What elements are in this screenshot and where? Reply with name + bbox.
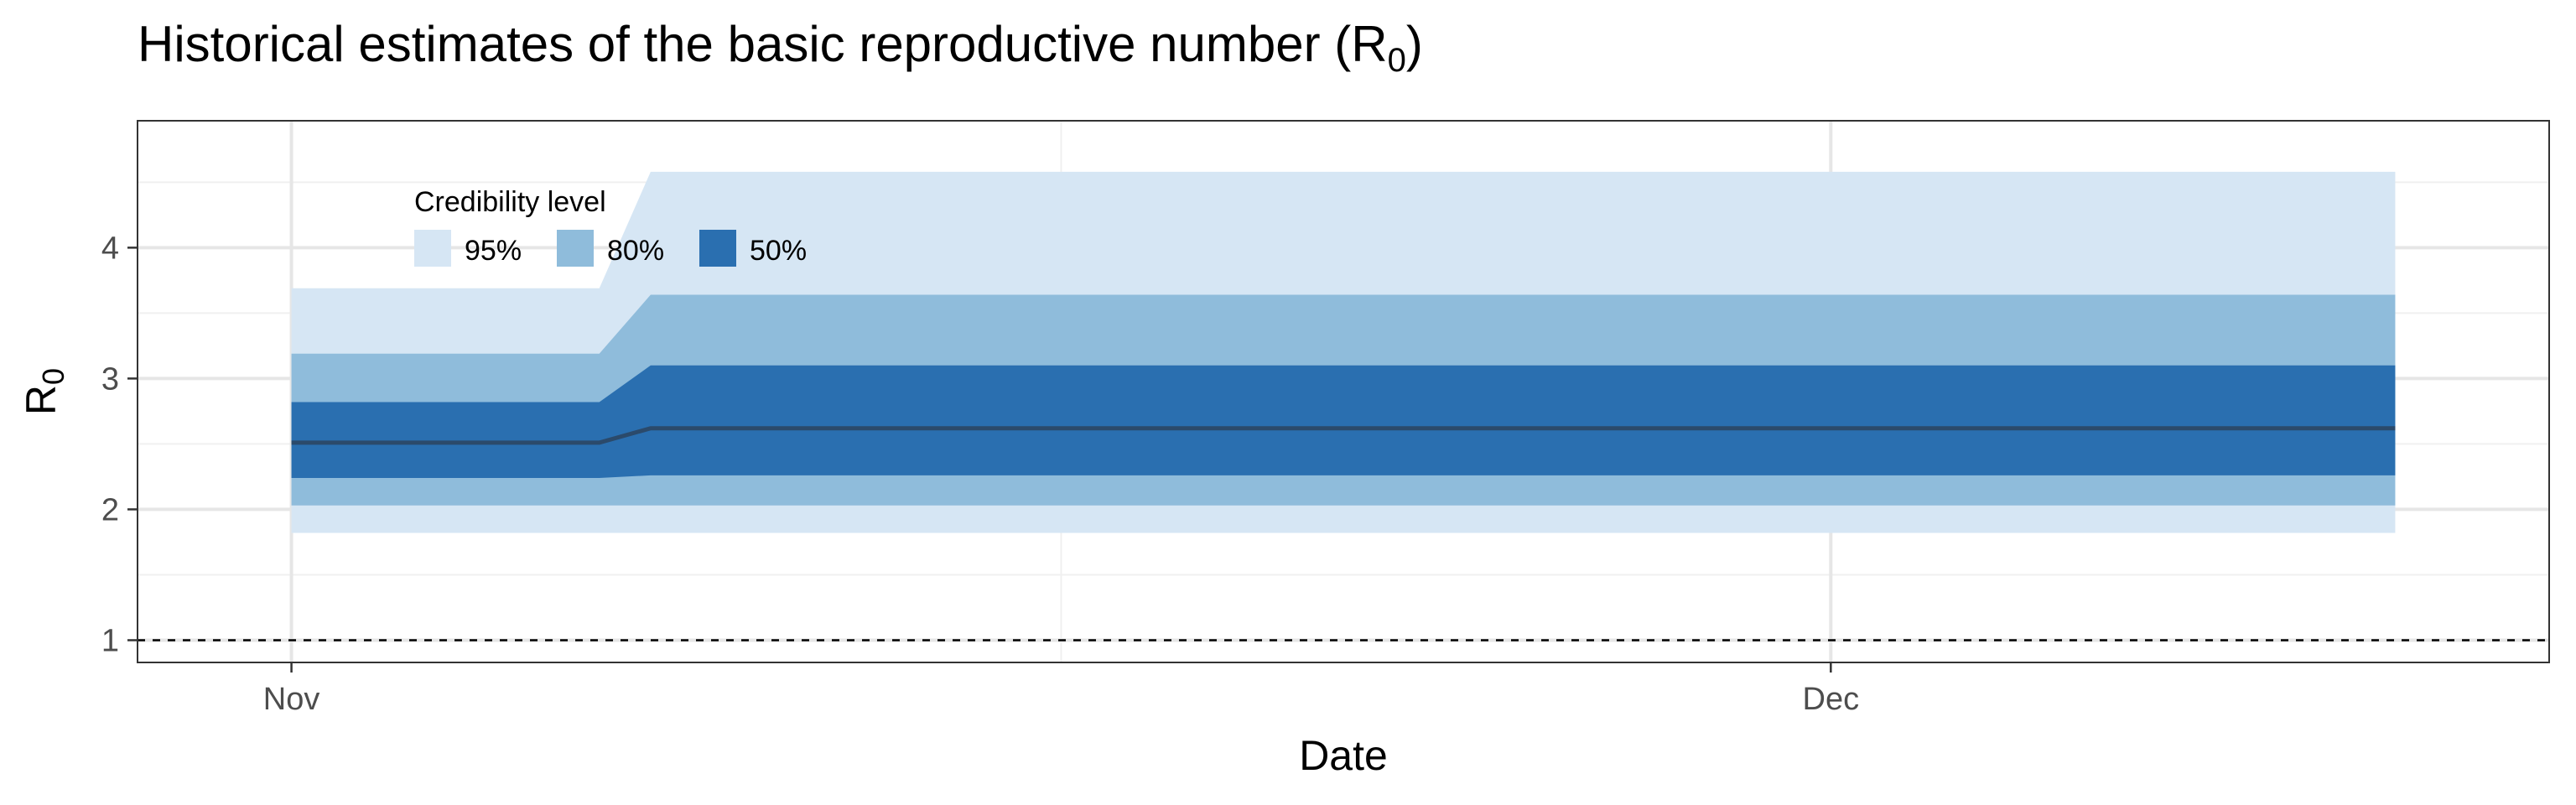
y-tick-label: 1 <box>101 623 119 658</box>
panel-border <box>137 120 2550 663</box>
y-tick-label: 4 <box>101 231 119 266</box>
legend-key-50pct <box>699 230 736 267</box>
chart-title-subscript: 0 <box>1387 42 1406 79</box>
credibility-bands <box>291 171 2396 533</box>
median-line <box>291 426 2396 445</box>
y-axis-label: R0 <box>18 368 70 415</box>
legend-label-50pct: 50% <box>750 235 807 267</box>
y-axis-label-main: R <box>18 385 65 415</box>
legend-title: Credibility level <box>414 186 606 218</box>
band-50pct <box>291 365 2396 478</box>
legend-key-95pct <box>414 230 451 267</box>
legend: Credibility level 95% 80% 50% <box>414 186 807 267</box>
chart-title: Historical estimates of the basic reprod… <box>138 15 1423 80</box>
y-axis-ticks: 1 2 3 4 <box>101 231 138 658</box>
x-tick-label: Dec <box>1803 682 1860 717</box>
chart-title-text: Historical estimates of the basic reprod… <box>138 16 1388 72</box>
legend-label-80pct: 80% <box>607 235 664 267</box>
legend-key-80pct <box>557 230 594 267</box>
y-axis-label-subscript: 0 <box>36 368 70 385</box>
y-tick-label: 3 <box>101 361 119 397</box>
legend-label-95pct: 95% <box>465 235 522 267</box>
x-tick-label: Nov <box>263 682 320 717</box>
x-axis-ticks: Nov Dec <box>263 662 1859 717</box>
x-axis-label: Date <box>1299 732 1388 779</box>
chart-title-close: ) <box>1405 16 1423 72</box>
y-tick-label: 2 <box>101 492 119 527</box>
median-line-group <box>291 426 2396 445</box>
